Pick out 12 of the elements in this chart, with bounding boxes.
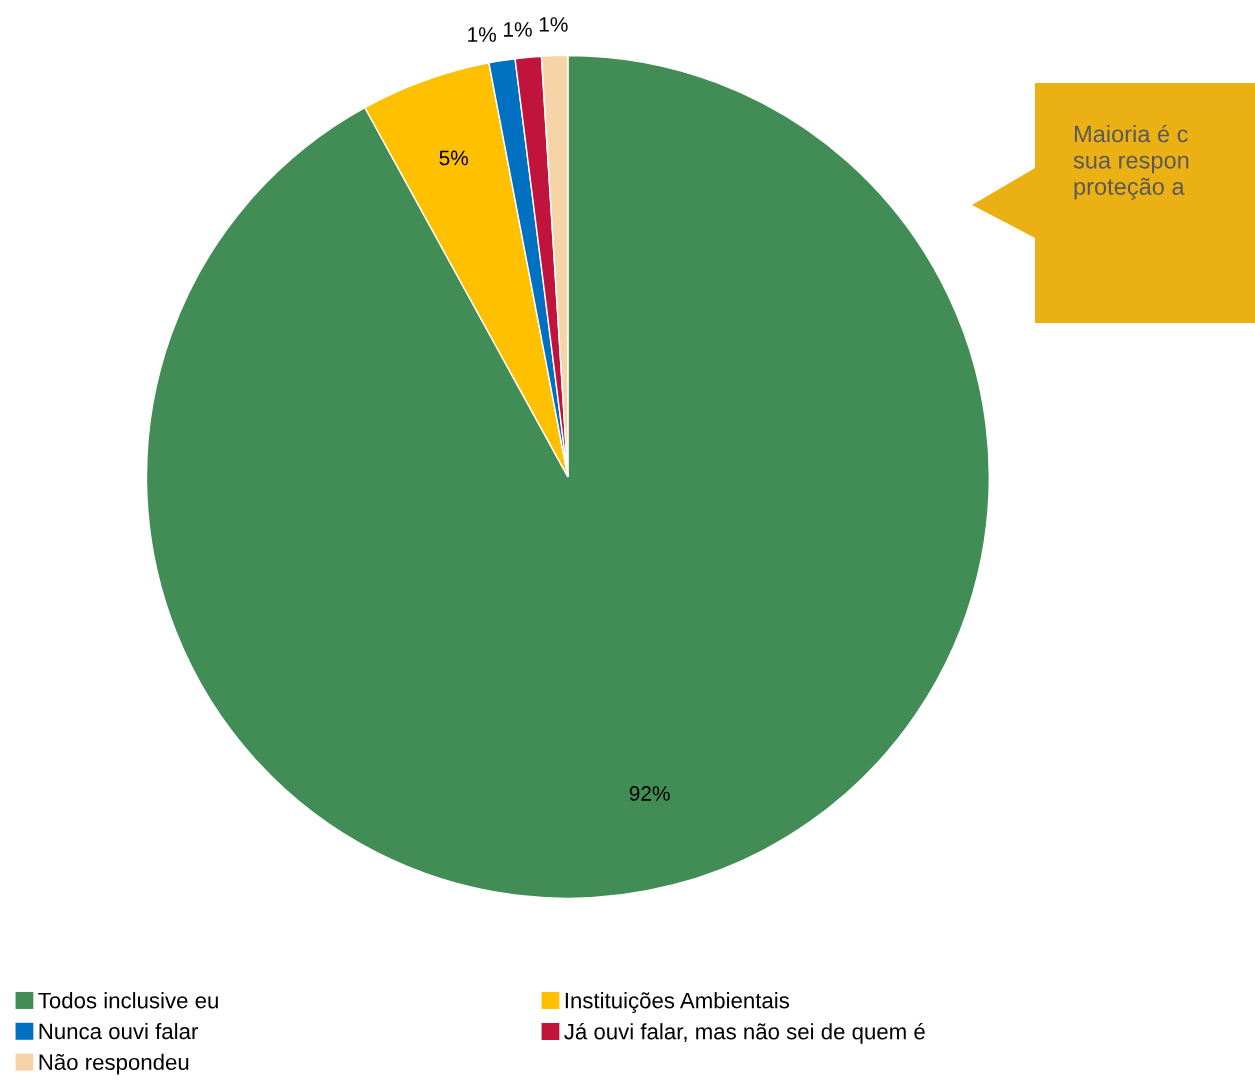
data-label: 92% <box>629 786 670 801</box>
data-label: 1% <box>504 22 532 37</box>
data-label: 1% <box>539 17 568 32</box>
legend-label: Instituições Ambientais <box>565 992 790 1013</box>
legend-label: Nunca ouvi falar <box>39 1022 198 1040</box>
legend-label: Todos inclusive eu <box>38 992 218 1009</box>
data-label: 5% <box>439 150 468 166</box>
legend-label: Já ouvi falar, mas não sei de quem é <box>564 1022 925 1044</box>
legend-label: Não respondeu <box>39 1053 189 1075</box>
pie-slice <box>145 54 990 899</box>
text: Maioria é c sua respon proteção a <box>1073 124 1189 200</box>
data-label: 1% <box>468 27 496 42</box>
